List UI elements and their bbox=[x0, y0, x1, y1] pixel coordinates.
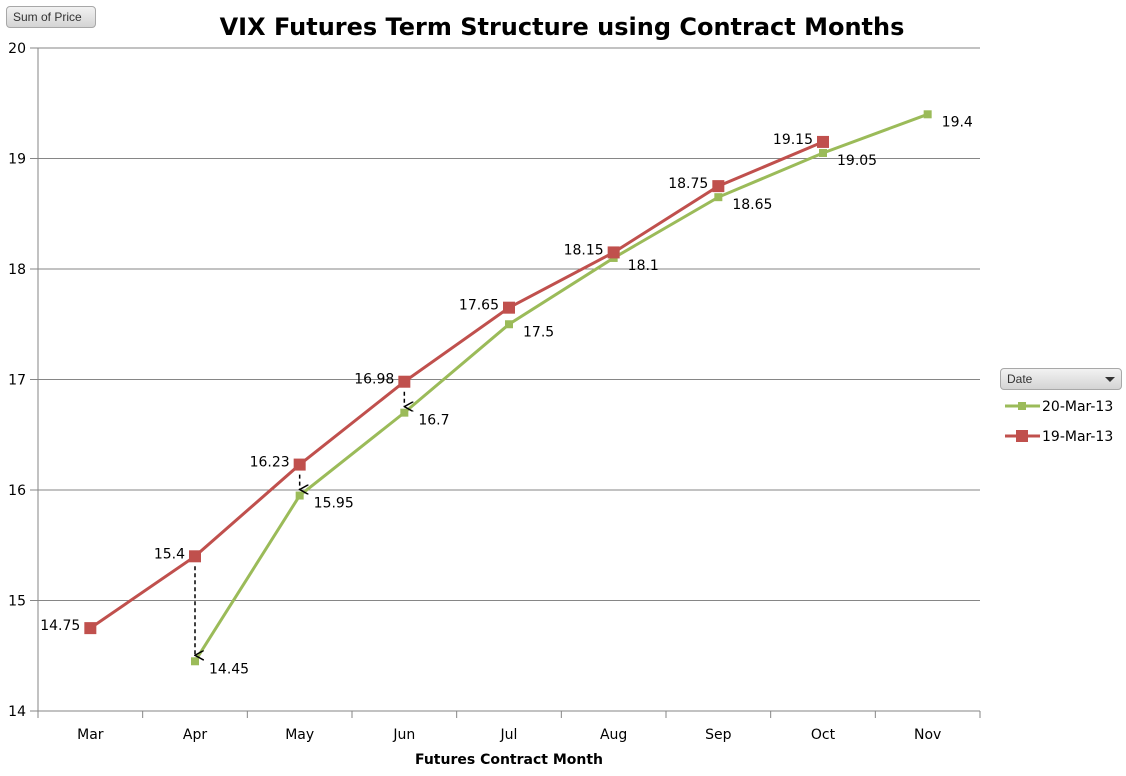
data-point bbox=[923, 110, 932, 119]
data-point bbox=[400, 408, 409, 417]
data-label: 15.95 bbox=[314, 496, 354, 512]
data-label: 14.45 bbox=[209, 661, 249, 677]
x-tick-label: Aug bbox=[600, 727, 627, 743]
data-label: 18.15 bbox=[564, 242, 604, 258]
legend-label: 19-Mar-13 bbox=[1042, 429, 1113, 445]
data-label: 16.98 bbox=[354, 372, 394, 388]
data-label: 16.7 bbox=[418, 413, 449, 429]
data-point bbox=[503, 301, 515, 314]
data-point bbox=[295, 491, 304, 500]
data-label: 19.4 bbox=[942, 114, 973, 130]
data-point bbox=[819, 148, 827, 157]
data-label: 19.05 bbox=[837, 153, 877, 169]
x-axis-title: Futures Contract Month bbox=[415, 752, 603, 768]
data-point bbox=[712, 180, 725, 193]
y-tick-label: 18 bbox=[8, 262, 26, 278]
sum-of-price-field-button[interactable]: Sum of Price bbox=[6, 6, 96, 28]
x-tick-label: Oct bbox=[811, 727, 836, 743]
data-label: 15.4 bbox=[154, 546, 185, 562]
data-label: 18.1 bbox=[628, 258, 659, 274]
data-point bbox=[189, 550, 201, 563]
data-point bbox=[817, 135, 829, 148]
legend-label: 20-Mar-13 bbox=[1042, 399, 1113, 415]
chart-title: VIX Futures Term Structure using Contrac… bbox=[220, 13, 905, 41]
data-point bbox=[398, 375, 411, 388]
y-tick-label: 20 bbox=[8, 41, 26, 57]
data-point bbox=[84, 622, 97, 635]
data-label: 17.65 bbox=[459, 298, 499, 314]
y-tick-label: 17 bbox=[8, 373, 26, 389]
x-tick-label: Jun bbox=[392, 727, 415, 743]
data-label: 16.23 bbox=[250, 455, 290, 471]
data-label: 18.65 bbox=[732, 197, 772, 213]
x-tick-label: Mar bbox=[77, 727, 104, 743]
data-point bbox=[714, 193, 723, 202]
x-tick-label: Jul bbox=[500, 727, 518, 743]
x-tick-label: May bbox=[285, 727, 314, 743]
data-label: 14.75 bbox=[40, 618, 80, 634]
data-point bbox=[191, 657, 199, 666]
y-tick-label: 16 bbox=[8, 483, 26, 499]
data-label: 17.5 bbox=[523, 324, 554, 340]
data-label: 19.15 bbox=[773, 132, 813, 148]
y-tick-label: 19 bbox=[8, 152, 26, 168]
date-filter-label: Date bbox=[1007, 372, 1033, 386]
x-tick-label: Apr bbox=[183, 727, 207, 743]
chevron-down-icon bbox=[1105, 377, 1115, 382]
date-filter-dropdown[interactable]: Date bbox=[1000, 368, 1122, 390]
legend-marker bbox=[1016, 430, 1028, 442]
data-point bbox=[607, 246, 620, 259]
y-tick-label: 14 bbox=[8, 704, 26, 720]
series-line bbox=[89, 140, 824, 630]
x-tick-label: Nov bbox=[914, 727, 941, 743]
data-label: 18.75 bbox=[668, 176, 708, 192]
data-point bbox=[505, 320, 513, 329]
series-line bbox=[193, 112, 929, 663]
y-tick-label: 15 bbox=[8, 594, 26, 610]
legend-marker bbox=[1018, 402, 1026, 410]
x-tick-label: Sep bbox=[705, 727, 732, 743]
data-point bbox=[293, 458, 306, 471]
